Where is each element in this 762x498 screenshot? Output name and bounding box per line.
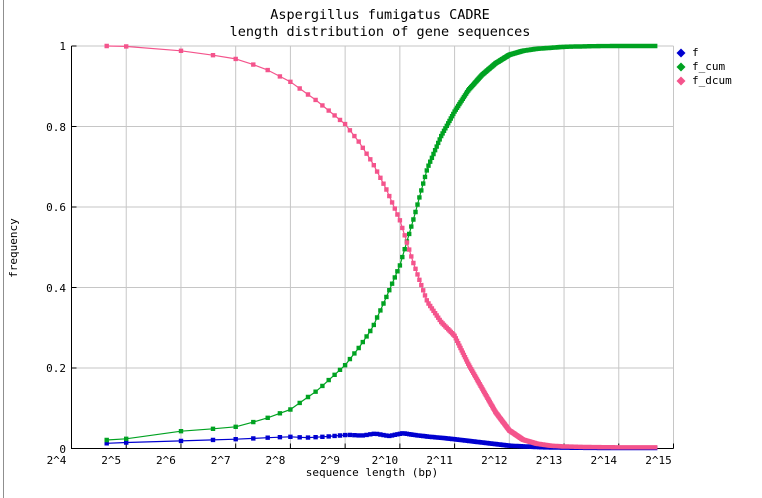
series-markers-f_cum [104, 43, 658, 443]
chart-title-line2: length distribution of gene sequences [229, 24, 531, 40]
y-tick-label: 1 [59, 40, 66, 53]
x-tick-label: 2^4 [46, 454, 67, 467]
legend-marker-icon [676, 76, 686, 86]
chart-title: Aspergillus fumigatus CADRE length distr… [80, 7, 680, 41]
y-axis-label: frequency [7, 218, 20, 278]
legend-label: f_cum [692, 60, 726, 73]
legend-marker-icon [676, 62, 686, 72]
y-tick-label: 0.8 [46, 120, 66, 134]
series-markers-f_dcum [104, 43, 658, 450]
chart-title-line1: Aspergillus fumigatus CADRE [270, 7, 490, 23]
x-tick-label: 2^5 [101, 454, 122, 467]
legend-item: f_cum [676, 60, 725, 74]
x-tick-label: 2^13 [535, 454, 563, 467]
x-tick-label: 2^7 [210, 454, 231, 467]
x-tick-label: 2^8 [265, 454, 286, 467]
x-tick-label: 2^9 [320, 454, 341, 467]
legend-item: f [676, 46, 699, 60]
x-tick-label: 2^12 [481, 454, 508, 467]
y-tick-label: 0.4 [46, 281, 66, 295]
x-tick-label: 2^15 [645, 454, 672, 467]
series-markers-f [104, 431, 658, 451]
legend-label: f [692, 46, 699, 59]
window-left-border [3, 0, 4, 498]
y-tick-label: 0 [59, 442, 66, 456]
x-tick-label: 2^11 [426, 454, 453, 467]
x-tick-label: 2^14 [590, 454, 618, 467]
series-line-f_cum [106, 45, 656, 441]
y-tick-label: 0.6 [46, 201, 66, 214]
y-tick-label: 0.2 [46, 362, 66, 375]
legend-label: f_dcum [692, 74, 732, 87]
legend-marker-icon [676, 48, 686, 58]
x-tick-label: 2^10 [371, 454, 399, 467]
legend-item: f_dcum [676, 74, 732, 88]
x-axis-label: sequence length (bp) [305, 466, 439, 479]
series-line-f_dcum [106, 45, 656, 448]
x-tick-label: 2^6 [156, 454, 176, 467]
